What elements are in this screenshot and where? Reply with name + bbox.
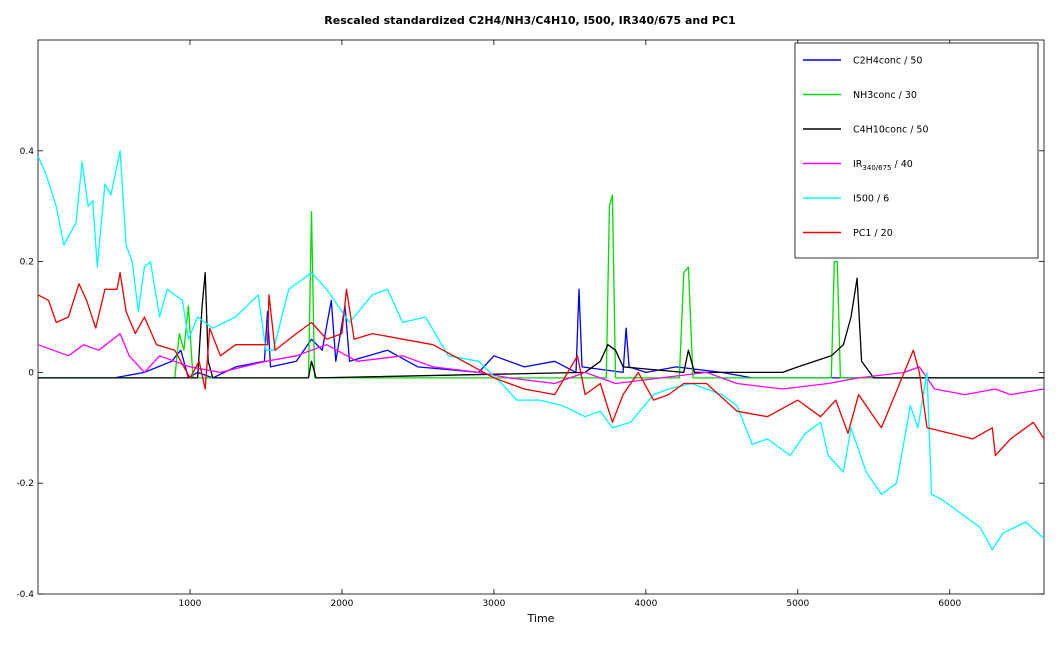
- legend-label-2: C4H10conc / 50: [853, 125, 929, 136]
- x-axis-label: Time: [527, 612, 555, 625]
- chart-title: Rescaled standardized C2H4/NH3/C4H10, I5…: [324, 14, 736, 27]
- legend-label-1: NH3conc / 30: [853, 90, 917, 101]
- x-tick-label: 4000: [634, 599, 657, 609]
- series-line-2: [38, 272, 1044, 379]
- series-line-5: [37, 272, 1045, 457]
- series-line-0: [38, 288, 1044, 379]
- x-tick-label: 2000: [330, 599, 353, 609]
- series-layer: [37, 150, 1045, 551]
- x-tick-label: 1000: [179, 599, 202, 609]
- series-line-4: [37, 150, 1045, 551]
- x-tick-label: 5000: [786, 599, 809, 609]
- legend-label-0: C2H4conc / 50: [853, 56, 922, 67]
- series-line-3: [37, 332, 1045, 396]
- y-tick-label: -0.2: [16, 479, 34, 489]
- y-tick-label: -0.4: [16, 590, 34, 600]
- y-tick-label: 0.4: [20, 147, 35, 157]
- legend: C2H4conc / 50 NH3conc / 30 C4H10conc / 50 I…: [794, 42, 1039, 259]
- y-tick-label: 0.2: [20, 258, 34, 268]
- x-tick-label: 6000: [938, 599, 961, 609]
- y-tick-label: 0: [28, 368, 34, 378]
- x-tick-label: 3000: [482, 599, 505, 609]
- legend-box: [794, 42, 1039, 259]
- ticks-layer: 1000 2000 3000 4000 5000 6000 -0.4 -0.2 0 0.2 0.4: [16, 40, 1044, 609]
- legend-label-4: I500 / 6: [853, 194, 889, 205]
- legend-label-5: PC1 / 20: [853, 228, 893, 239]
